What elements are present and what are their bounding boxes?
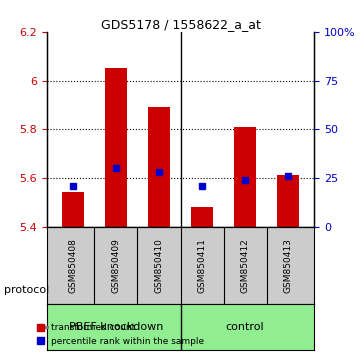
Legend: transformed count, percentile rank within the sample: transformed count, percentile rank withi… <box>34 320 208 349</box>
Bar <box>105 68 127 227</box>
Text: GSM850408: GSM850408 <box>68 238 77 293</box>
Bar <box>191 207 213 227</box>
Text: GSM850411: GSM850411 <box>197 238 206 293</box>
Text: GSM850410: GSM850410 <box>155 238 164 293</box>
Text: GDS5178 / 1558622_a_at: GDS5178 / 1558622_a_at <box>101 18 260 31</box>
Bar <box>234 127 256 227</box>
Text: protocol: protocol <box>4 285 49 295</box>
Bar <box>278 176 299 227</box>
Bar <box>148 107 170 227</box>
Text: PBEF knockdown: PBEF knockdown <box>69 322 163 332</box>
Bar <box>62 193 83 227</box>
Text: GSM850409: GSM850409 <box>112 238 120 293</box>
Text: GSM850413: GSM850413 <box>284 238 293 293</box>
Text: GSM850412: GSM850412 <box>241 238 249 293</box>
Text: control: control <box>226 322 265 332</box>
